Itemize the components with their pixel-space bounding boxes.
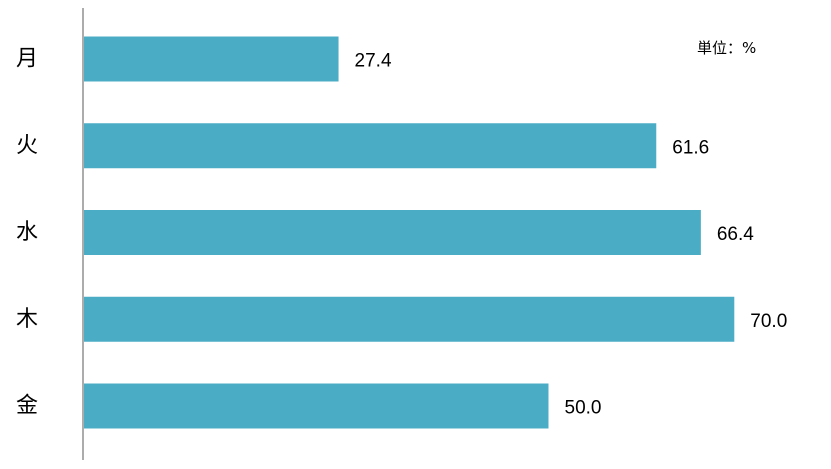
bar-1 <box>84 123 657 169</box>
value-label-0: 27.4 <box>355 51 392 72</box>
category-label-4: 金 <box>16 394 38 419</box>
category-label-3: 木 <box>16 307 38 332</box>
category-label-0: 月 <box>16 47 38 72</box>
category-label-1: 火 <box>16 133 38 158</box>
bar-4 <box>84 383 549 429</box>
value-label-1: 61.6 <box>672 137 709 158</box>
bar-0 <box>84 36 339 82</box>
value-label-4: 50.0 <box>565 398 602 419</box>
bars-group <box>84 36 735 429</box>
value-label-2: 66.4 <box>717 224 754 245</box>
bar-3 <box>84 296 735 342</box>
category-label-2: 水 <box>16 220 38 245</box>
unit-label: 単位：% <box>697 39 756 57</box>
value-labels-group: 27.4 61.6 66.4 70.0 50.0 <box>355 51 788 419</box>
value-label-3: 70.0 <box>750 311 787 332</box>
bar-2 <box>84 210 701 255</box>
